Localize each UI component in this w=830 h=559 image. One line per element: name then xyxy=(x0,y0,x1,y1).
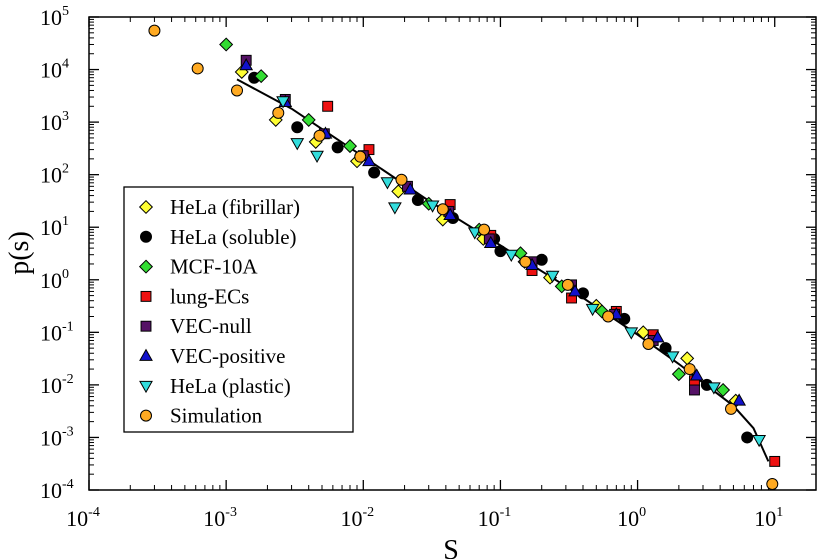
point-hela-plastic xyxy=(467,227,482,240)
point-simulation xyxy=(683,363,696,376)
point-hela-plastic xyxy=(585,303,600,317)
point-hela-soluble xyxy=(535,253,548,266)
point-hela-fibrillar xyxy=(636,325,651,340)
axis-ticks: 10-4 10-3 10-2 10-1 100 101 10-4 10-3 10-2 10-1 10… xyxy=(40,4,817,531)
point-hela-soluble xyxy=(659,342,672,355)
point-simulation xyxy=(519,255,532,268)
point-hela-soluble xyxy=(291,121,304,134)
point-vec-positive xyxy=(483,235,498,248)
x-tick-label: 10-4 xyxy=(66,505,100,531)
x-axis-label: S xyxy=(443,535,459,559)
point-hela-plastic xyxy=(706,382,721,395)
y-tick-label: 10-4 xyxy=(40,477,74,503)
point-hela-plastic xyxy=(665,351,680,364)
point-mcf-10a xyxy=(342,139,358,154)
legend-label-hela-plastic: HeLa (plastic) xyxy=(170,374,291,398)
y-axis-label: p(s) xyxy=(4,231,35,275)
legend-marker-hela-fibrillar xyxy=(138,199,154,215)
x-tick-label: 10-2 xyxy=(340,505,374,531)
point-hela-soluble xyxy=(368,166,381,179)
point-simulation xyxy=(436,203,449,216)
point-mcf-10a xyxy=(594,304,609,319)
point-simulation xyxy=(478,223,491,236)
point-vec-positive xyxy=(362,153,376,167)
legend-label-simulation: Simulation xyxy=(170,404,263,428)
point-simulation xyxy=(395,173,408,186)
data-points xyxy=(148,24,781,491)
point-simulation xyxy=(231,84,244,97)
point-simulation xyxy=(642,337,655,350)
legend-marker-vec-null xyxy=(140,320,152,332)
point-hela-soluble xyxy=(411,193,424,206)
point-hela-plastic xyxy=(752,434,767,448)
legend-marker-hela-plastic xyxy=(139,380,153,394)
x-tick-label: 100 xyxy=(617,505,646,531)
legend-box xyxy=(123,186,354,433)
point-mcf-10a xyxy=(301,112,316,127)
legend-marker-lung-ecs xyxy=(140,290,152,302)
point-vec-positive xyxy=(443,207,458,221)
y-tick-label: 104 xyxy=(40,57,69,83)
point-simulation xyxy=(561,278,574,291)
legend-marker-mcf-10a xyxy=(138,259,154,274)
point-hela-plastic xyxy=(310,150,324,163)
legend: HeLa (fibrillar) HeLa (soluble) MCF-10A lun… xyxy=(123,186,354,433)
point-vec-positive xyxy=(732,393,747,406)
point-simulation xyxy=(725,402,738,415)
point-simulation xyxy=(272,106,285,119)
y-tick-label: 105 xyxy=(40,4,69,30)
point-simulation xyxy=(148,24,161,37)
y-tick-label: 101 xyxy=(40,214,69,240)
legend-label-hela-soluble: HeLa (soluble) xyxy=(170,225,297,249)
point-hela-plastic xyxy=(545,270,560,283)
legend-marker-simulation xyxy=(140,409,152,422)
x-tick-label: 10-3 xyxy=(203,505,237,531)
point-vec-positive xyxy=(568,284,582,297)
point-vec-positive xyxy=(239,58,254,71)
point-mcf-10a xyxy=(254,69,269,84)
legend-label-hela-fibrillar: HeLa (fibrillar) xyxy=(170,195,300,219)
point-simulation xyxy=(313,129,326,142)
y-tick-label: 103 xyxy=(40,109,69,135)
y-tick-label: 102 xyxy=(40,162,69,188)
point-hela-soluble xyxy=(741,431,754,444)
plot-frame xyxy=(88,16,817,491)
legend-marker-vec-positive xyxy=(139,348,153,361)
point-simulation xyxy=(602,310,615,323)
point-vec-positive xyxy=(403,182,418,195)
point-vec-positive xyxy=(650,330,665,343)
legend-marker-hela-soluble xyxy=(140,230,152,243)
point-hela-plastic xyxy=(276,96,290,109)
point-mcf-10a xyxy=(716,382,731,398)
point-mcf-10a xyxy=(219,37,234,52)
point-hela-soluble xyxy=(331,141,344,154)
x-tick-label: 101 xyxy=(754,505,783,531)
x-tick-label: 10-1 xyxy=(478,505,512,531)
legend-label-mcf-10a: MCF-10A xyxy=(170,255,258,279)
legend-label-lung-ecs: lung-ECs xyxy=(170,284,249,308)
legend-label-vec-positive: VEC-positive xyxy=(170,344,286,368)
point-hela-plastic xyxy=(624,327,639,340)
point-vec-null xyxy=(689,384,700,396)
point-hela-plastic xyxy=(387,202,402,215)
point-hela-plastic xyxy=(380,177,395,190)
point-mcf-10a xyxy=(671,367,686,382)
point-hela-plastic xyxy=(290,138,305,151)
y-tick-label: 100 xyxy=(40,267,69,293)
point-vec-positive xyxy=(689,368,704,381)
point-hela-plastic xyxy=(504,249,519,263)
point-simulation xyxy=(354,150,367,163)
point-hela-fibrillar xyxy=(680,351,695,366)
point-simulation xyxy=(191,62,204,75)
point-lung-ecs xyxy=(322,100,334,112)
y-tick-label: 10-3 xyxy=(40,424,74,450)
point-hela-plastic xyxy=(425,200,440,213)
legend-label-vec-null: VEC-null xyxy=(170,314,252,338)
y-tick-label: 10-2 xyxy=(40,372,74,398)
point-lung-ecs xyxy=(769,455,781,467)
y-tick-label: 10-1 xyxy=(40,319,74,345)
point-simulation xyxy=(766,478,779,491)
